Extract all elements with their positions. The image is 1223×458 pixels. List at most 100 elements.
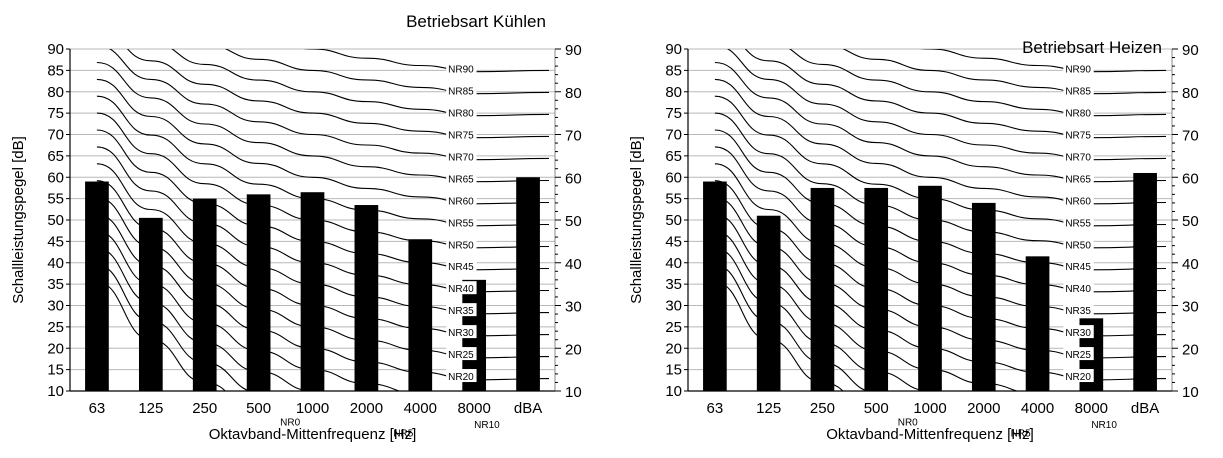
y-tick-label-left: 55: [665, 191, 682, 208]
y-tick-label-right: 30: [565, 299, 582, 316]
nr-label-bg: [1063, 347, 1094, 361]
nr-label-bg: [1180, 0, 1212, 13]
x-tick-label: 2000: [967, 400, 1000, 417]
chart-panel-1: NR0 NR5 NR10 NR15 NR20 NR25 NR30 NR35 NR40 NR45 NR…: [628, 0, 1212, 443]
x-tick-label: 8000: [457, 400, 490, 417]
y-tick-label-left: 65: [47, 148, 64, 165]
x-tick-label: 250: [810, 400, 835, 417]
y-tick-label-left: 60: [665, 169, 682, 186]
bar-125: [756, 215, 781, 391]
y-tick-label-right: 60: [565, 170, 582, 187]
nr-label-bg: [1063, 215, 1094, 229]
nr-label-bg: [446, 281, 477, 295]
y-tick-label-right: 50: [565, 213, 582, 230]
y-tick-label-right: 80: [1182, 85, 1199, 102]
nr-label-bg: [1063, 281, 1094, 295]
bar-500: [246, 194, 271, 391]
nr-label-85: NR85: [1065, 87, 1091, 98]
nr-label-bg: [446, 325, 477, 339]
nr-curve-90: [303, 49, 550, 73]
x-tick-label: 1000: [296, 400, 329, 417]
nr-label-bg: [563, 0, 595, 13]
bar-4000: [408, 239, 433, 391]
y-tick-label-right: 10: [565, 384, 582, 401]
nr-label-65: NR65: [448, 174, 474, 185]
nr-label-55: NR55: [448, 218, 474, 229]
nr-label-bg: [446, 259, 477, 273]
bar-63: [85, 181, 109, 391]
nr-label-bg: [446, 83, 477, 97]
y-tick-label-right: 70: [1182, 128, 1199, 145]
bar-500: [864, 187, 889, 391]
y-tick-label-left: 15: [665, 362, 682, 379]
nr-label-10: NR10: [474, 420, 500, 431]
nr-label-25: NR25: [1065, 350, 1091, 361]
bar-4000: [1025, 256, 1050, 391]
y-tick-label-right: 40: [1182, 256, 1199, 273]
x-axis-title: Oktavband-Mittenfrequenz [Hz]: [826, 426, 1034, 443]
nr-label-70: NR70: [1065, 152, 1091, 163]
nr-label-bg: [1089, 416, 1120, 430]
y-tick-label-right: 90: [565, 42, 582, 59]
nr-label-60: NR60: [448, 196, 474, 207]
y-tick-label-left: 15: [47, 362, 64, 379]
chart-panel-0: NR0 NR5 NR10 NR15 NR20 NR25 NR30 NR35 NR40 NR45 NR…: [10, 0, 595, 443]
nr-label-20: NR20: [448, 372, 474, 383]
nr-label-bg: [278, 414, 302, 428]
y-tick-label-right: 20: [1182, 341, 1199, 358]
nr-label-bg: [1063, 193, 1094, 207]
y-axis-title: Schallleistungspegel [dB]: [10, 136, 27, 304]
y-tick-label-left: 20: [665, 340, 682, 357]
y-tick-label-left: 40: [47, 255, 64, 272]
y-tick-label-left: 10: [47, 383, 64, 400]
y-tick-label-left: 25: [665, 319, 682, 336]
y-tick-label-left: 30: [665, 298, 682, 315]
nr-label-bg: [1008, 425, 1033, 439]
nr-label-45: NR45: [1065, 262, 1091, 273]
y-tick-label-left: 75: [665, 105, 682, 122]
y-axis-title: Schallleistungspegel [dB]: [628, 136, 645, 304]
y-tick-label-right: 70: [565, 128, 582, 145]
y-tick-label-left: 25: [47, 319, 64, 336]
nr-label-5: NR5: [1011, 428, 1031, 439]
bar-dBA: [516, 177, 540, 391]
nr-label-bg: [1063, 303, 1094, 317]
nr-label-80: NR80: [448, 108, 474, 119]
x-tick-label: dBA: [514, 400, 542, 417]
bar-63: [703, 181, 727, 391]
x-tick-label: 500: [864, 400, 889, 417]
nr-label-35: NR35: [448, 306, 474, 317]
x-axis-title: Oktavband-Mittenfrequenz [Hz]: [209, 426, 417, 443]
nr-label-75: NR75: [448, 130, 474, 141]
nr-curve-65: [96, 61, 550, 183]
bar-250: [192, 198, 217, 391]
y-tick-label-left: 10: [665, 383, 682, 400]
nr-label-bg: [1063, 149, 1094, 163]
nr-label-bg: [1063, 259, 1094, 273]
nr-curve-75: [126, 49, 550, 139]
nr-label-15: NR15: [566, 0, 592, 3]
bar-1000: [300, 192, 325, 391]
nr-label-bg: [446, 61, 477, 75]
bar-250: [810, 187, 835, 391]
nr-label-bg: [472, 416, 503, 430]
x-tick-label: dBA: [1131, 400, 1159, 417]
bar-1000: [918, 185, 942, 391]
y-tick-label-right: 20: [565, 341, 582, 358]
nr-label-bg: [446, 303, 477, 317]
nr-label-90: NR90: [1065, 65, 1091, 76]
y-tick-label-left: 45: [47, 233, 64, 250]
y-tick-label-left: 65: [665, 148, 682, 165]
nr-label-50: NR50: [1065, 240, 1091, 251]
nr-label-25: NR25: [448, 350, 474, 361]
nr-label-70: NR70: [448, 152, 474, 163]
nr-label-45: NR45: [448, 262, 474, 273]
x-tick-label: 500: [246, 400, 271, 417]
nr-label-0: NR0: [898, 417, 918, 428]
nr-label-bg: [391, 425, 416, 439]
nr-label-40: NR40: [1065, 284, 1091, 295]
nr-curve-60: [96, 78, 550, 205]
nr-label-bg: [1063, 105, 1094, 119]
y-tick-label-left: 75: [47, 105, 64, 122]
